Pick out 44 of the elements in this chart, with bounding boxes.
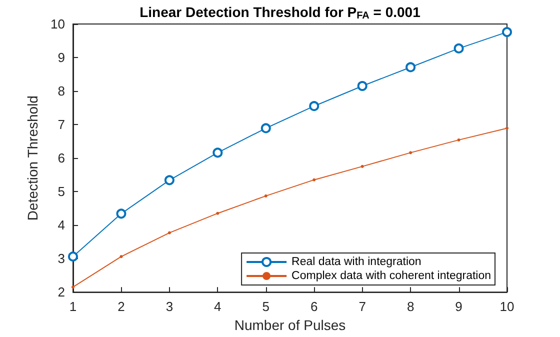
point	[68, 252, 78, 262]
point	[264, 194, 268, 198]
x-tick-label: 9	[455, 299, 462, 314]
legend-label: Real data with integration	[292, 256, 422, 268]
y-tick-label: 9	[58, 50, 65, 66]
point	[454, 43, 464, 54]
y-tick-label: 4	[58, 218, 65, 233]
point	[409, 151, 412, 154]
point	[309, 101, 320, 112]
y-tick-label: 6	[58, 150, 65, 166]
y-axis-title: Detection Threshold	[24, 96, 41, 221]
x-tick-label: 6	[310, 299, 318, 314]
x-tick-label: 3	[166, 299, 174, 314]
point	[164, 175, 174, 186]
x-tick-label: 4	[214, 299, 222, 314]
y-tick-label: 2	[58, 284, 65, 300]
x-tick-label: 8	[406, 299, 414, 314]
point	[72, 286, 74, 289]
y-tick-label: 3	[58, 251, 65, 266]
x-tick-label: 7	[358, 299, 366, 314]
y-tick-label: 8	[58, 84, 65, 99]
point	[357, 81, 368, 91]
point	[506, 126, 508, 130]
x-tick-label: 10	[500, 299, 514, 314]
x-tick-label: 1	[69, 299, 77, 314]
point	[260, 123, 271, 134]
line-series	[72, 126, 508, 289]
point	[502, 27, 512, 38]
point	[457, 138, 460, 142]
legend-label: Complex data with coherent integration	[292, 270, 492, 282]
x-tick-label: 2	[118, 299, 125, 314]
point	[216, 212, 220, 215]
point	[312, 178, 316, 182]
y-tick-label: 7	[58, 117, 65, 132]
y-tick-label: 5	[58, 184, 65, 200]
y-tick-label: 10	[50, 16, 65, 32]
point	[212, 148, 223, 158]
x-tick-label: 5	[262, 299, 270, 314]
point	[116, 208, 126, 219]
point	[360, 164, 364, 168]
point	[406, 62, 416, 72]
x-axis-title: Number of Pulses	[234, 317, 346, 333]
point	[168, 231, 171, 234]
point	[120, 255, 123, 258]
